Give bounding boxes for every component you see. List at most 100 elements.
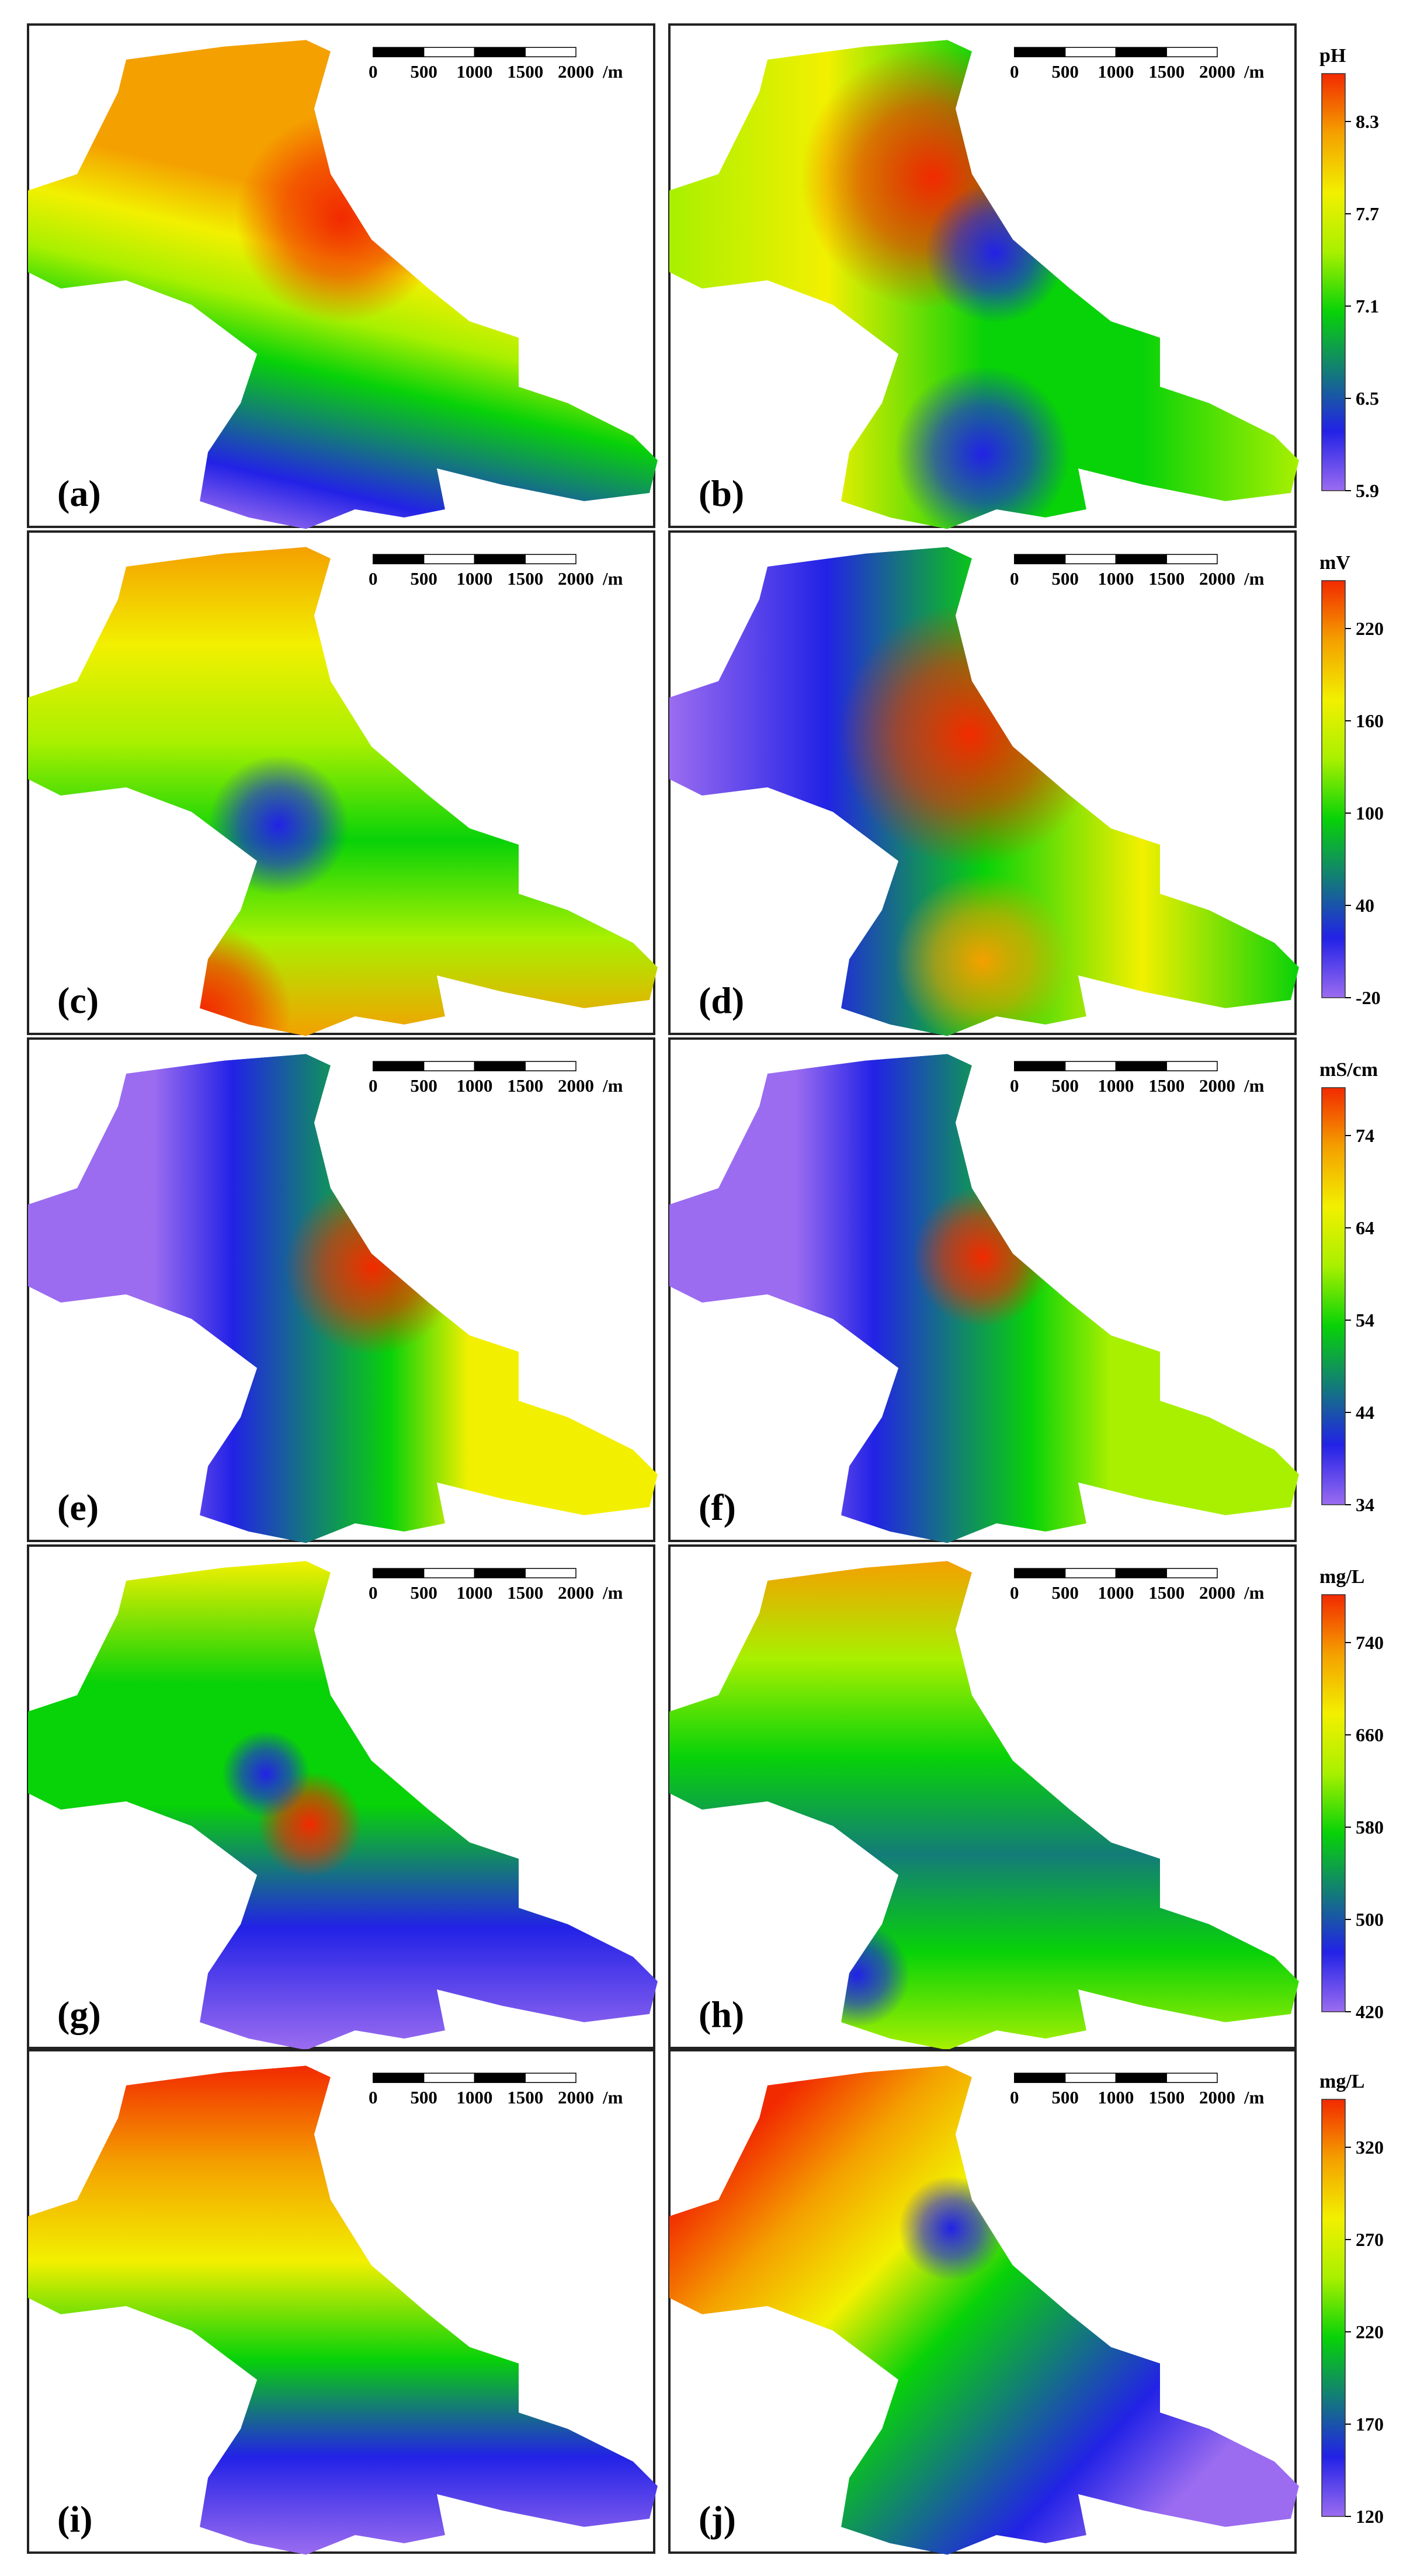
scale-bar-segment xyxy=(525,2072,576,2083)
scale-bar-label: 0 xyxy=(1010,2087,1019,2108)
scale-bar-label: 500 xyxy=(1051,568,1079,589)
scale-bar-label: 2000 xyxy=(1199,568,1235,589)
colorbar xyxy=(1321,73,1346,491)
scale-bar-segment xyxy=(423,1568,475,1578)
scale-bar-unit: /m xyxy=(602,2087,623,2108)
colorbar-tick-label: 420 xyxy=(1356,2001,1384,2022)
colorbar xyxy=(1321,2099,1346,2517)
panel-label: (a) xyxy=(57,473,101,514)
colorbar-tick-label: 740 xyxy=(1356,1632,1384,1653)
map-panel: 0 500 1000 1500 2000/m (g) xyxy=(27,1544,658,2050)
colorbar-tick-label: 320 xyxy=(1356,2137,1384,2158)
scale-bar-segment xyxy=(423,1061,475,1071)
map-panel: 0 500 1000 1500 2000/m (b) xyxy=(668,23,1299,529)
panel-label: (g) xyxy=(57,1994,101,2035)
scale-bar-label: 500 xyxy=(410,2087,437,2108)
scale-bar-label: 1500 xyxy=(1148,1075,1185,1096)
scale-bar-segment xyxy=(423,47,475,57)
scale-bar-label: 1500 xyxy=(507,568,543,589)
scale-bar-label: 0 xyxy=(369,1075,378,1096)
scale-bar-segment xyxy=(1115,1568,1167,1578)
scale-bar-segment xyxy=(1115,1061,1167,1071)
scale-bar-label: 0 xyxy=(1010,1582,1019,1603)
colorbar-tick-label: 660 xyxy=(1356,1724,1384,1745)
scale-bar-label: 500 xyxy=(410,61,437,82)
scale-bar-label: 2000 xyxy=(1199,2087,1235,2108)
scale-bar-segment xyxy=(373,554,425,564)
scale-bar-unit: /m xyxy=(602,1582,623,1603)
scale-bar-label: 0 xyxy=(369,2087,378,2108)
scale-bar-label: 1000 xyxy=(456,568,492,589)
panel-label: (e) xyxy=(57,1487,99,1528)
scale-bar-unit: /m xyxy=(1244,1582,1265,1603)
scale-bar-label: 2000 xyxy=(1199,61,1235,82)
colorbar xyxy=(1321,580,1346,998)
colorbar-tick-label: 170 xyxy=(1356,2414,1384,2435)
scale-bar-segment xyxy=(474,2072,526,2083)
scale-bar-segment xyxy=(525,1061,576,1071)
panel-label: (h) xyxy=(699,1994,744,2035)
scale-bar-label: 1000 xyxy=(1098,1582,1134,1603)
map-panel: 0 500 1000 1500 2000/m (h) xyxy=(668,1544,1299,2050)
scale-bar-segment xyxy=(525,554,576,564)
scale-bar-segment xyxy=(373,47,425,57)
scale-bar-unit: /m xyxy=(1244,61,1265,82)
scale-bar-label: 1000 xyxy=(1098,1075,1134,1096)
scale-bar-label: 500 xyxy=(410,1075,437,1096)
scale-bar-label: 500 xyxy=(410,1582,437,1603)
map-panel: 0 500 1000 1500 2000/m (i) xyxy=(27,2049,658,2555)
scale-bar-label: 1000 xyxy=(1098,568,1134,589)
scale-bar-segment xyxy=(1064,1568,1117,1578)
scale-bar-label: 1500 xyxy=(1148,2087,1185,2108)
scale-bar-segment xyxy=(1166,47,1218,57)
colorbar-unit: pH xyxy=(1319,45,1346,67)
scale-bar-label: 1500 xyxy=(507,2087,543,2108)
colorbar-tick-label: 270 xyxy=(1356,2229,1384,2250)
scale-bar-label: 1000 xyxy=(1098,61,1134,82)
scale-bar-segment xyxy=(474,47,526,57)
scale-bar-label: 0 xyxy=(1010,568,1019,589)
contour-hotspot xyxy=(894,366,1071,529)
contour-base xyxy=(28,2065,658,2555)
scale-bar-label: 2000 xyxy=(558,568,594,589)
colorbar-tick-label: 40 xyxy=(1356,895,1374,916)
scale-bar-segment xyxy=(1064,47,1117,57)
scale-bar-segment xyxy=(1115,47,1167,57)
colorbar-unit: mg/L xyxy=(1319,1566,1364,1588)
scale-bar-segment xyxy=(1064,1061,1117,1071)
contour-hotspot xyxy=(222,1730,310,1818)
colorbar-tick-label: 6.5 xyxy=(1356,388,1379,409)
scale-bar-label: 1000 xyxy=(456,61,492,82)
scale-bar-label: 0 xyxy=(369,61,378,82)
scale-bar-label: 1000 xyxy=(1098,2087,1134,2108)
colorbar-tick-label: 100 xyxy=(1356,803,1384,824)
contour-base xyxy=(669,2065,1299,2555)
colorbar-tick-label: 54 xyxy=(1356,1310,1374,1331)
scale-bar-segment xyxy=(373,1061,425,1071)
panel-label: (j) xyxy=(699,2498,736,2540)
map-panel: 0 500 1000 1500 2000/m (e) xyxy=(27,1037,658,1543)
panel-label: (i) xyxy=(57,2498,92,2540)
scale-bar-unit: /m xyxy=(602,568,623,589)
contour-map xyxy=(28,2065,658,2555)
scale-bar-segment xyxy=(474,554,526,564)
scale-bar-label: 1500 xyxy=(1148,568,1185,589)
scale-bar-segment xyxy=(1014,47,1066,57)
scale-bar-label: 500 xyxy=(1051,2087,1079,2108)
map-panel: 0 500 1000 1500 2000/m (j) xyxy=(668,2049,1299,2555)
scale-bar-label: 1500 xyxy=(507,1075,543,1096)
scale-bar-segment xyxy=(1166,554,1218,564)
colorbar-tick-label: 220 xyxy=(1356,618,1384,639)
scale-bar-segment xyxy=(423,2072,475,2083)
colorbar-tick-label: 64 xyxy=(1356,1217,1374,1238)
colorbar xyxy=(1321,1087,1346,1505)
colorbar-tick-label: -20 xyxy=(1356,987,1381,1008)
map-panel: 0 500 1000 1500 2000/m (a) xyxy=(27,23,658,529)
colorbar-tick-label: 74 xyxy=(1356,1125,1374,1146)
colorbar-unit: mS/cm xyxy=(1319,1059,1378,1081)
scale-bar-label: 1500 xyxy=(1148,1582,1185,1603)
scale-bar-segment xyxy=(1166,1061,1218,1071)
map-panel: 0 500 1000 1500 2000/m (d) xyxy=(668,530,1299,1036)
map-panel: 0 500 1000 1500 2000/m (c) xyxy=(27,530,658,1036)
